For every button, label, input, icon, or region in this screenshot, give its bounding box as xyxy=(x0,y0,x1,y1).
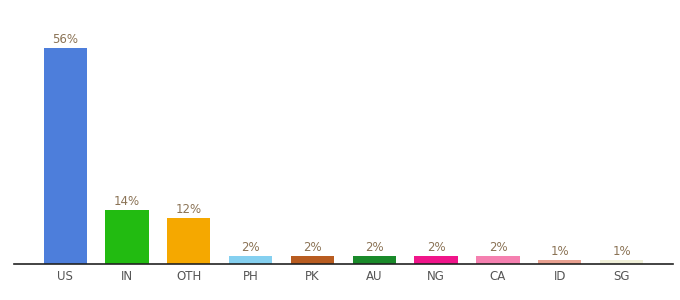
Text: 2%: 2% xyxy=(241,242,260,254)
Text: 2%: 2% xyxy=(365,242,384,254)
Text: 2%: 2% xyxy=(427,242,445,254)
Bar xyxy=(476,256,520,264)
Text: 56%: 56% xyxy=(52,33,78,46)
Bar xyxy=(44,48,87,264)
Bar xyxy=(353,256,396,264)
Bar xyxy=(600,260,643,264)
Text: 14%: 14% xyxy=(114,195,140,208)
Bar xyxy=(167,218,211,264)
Text: 1%: 1% xyxy=(612,245,631,258)
Text: 1%: 1% xyxy=(550,245,569,258)
Bar xyxy=(229,256,272,264)
Bar xyxy=(291,256,334,264)
Text: 2%: 2% xyxy=(489,242,507,254)
Bar xyxy=(538,260,581,264)
Text: 12%: 12% xyxy=(176,203,202,216)
Text: 2%: 2% xyxy=(303,242,322,254)
Bar xyxy=(415,256,458,264)
Bar xyxy=(105,210,149,264)
